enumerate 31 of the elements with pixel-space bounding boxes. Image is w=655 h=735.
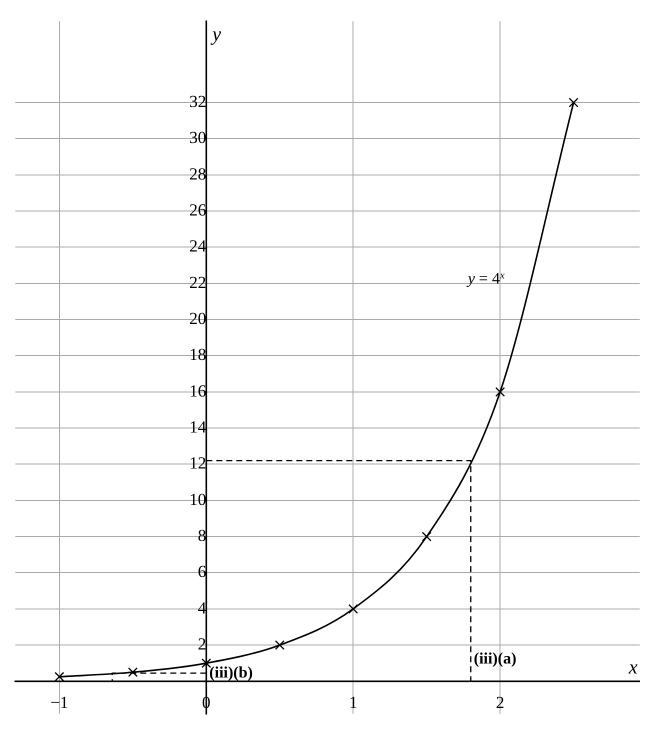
y-tick-label: 26 <box>189 200 206 220</box>
y-tick-label: 24 <box>189 236 207 256</box>
point <box>54 672 64 682</box>
y-tick-label: 16 <box>189 381 206 400</box>
y-tick-label: 28 <box>189 164 206 184</box>
x-tick-label: −1 <box>50 692 68 712</box>
y-tick-label: 30 <box>189 128 206 148</box>
point <box>128 667 138 678</box>
y-tick-label: 12 <box>189 454 206 473</box>
y-tick-label: 32 <box>189 92 206 112</box>
annotation: (iii)(a) <box>474 650 516 668</box>
y-tick-label: 22 <box>189 272 206 292</box>
y-tick-label: 20 <box>189 309 206 328</box>
point <box>422 532 432 542</box>
point <box>201 658 212 668</box>
y-axis-title: y <box>210 23 222 46</box>
x-tick-label: 1 <box>348 692 358 712</box>
x-tick-label: 2 <box>496 692 504 712</box>
point <box>568 98 578 108</box>
y-tick-label: 6 <box>198 562 206 582</box>
y-tick-label: 8 <box>198 526 206 546</box>
x-axis-title: x <box>628 656 638 678</box>
y-tick-label: 2 <box>198 634 206 654</box>
point <box>348 604 358 614</box>
y-tick-label: 14 <box>189 418 207 437</box>
point <box>495 387 506 397</box>
annotation: (iii)(b) <box>209 664 253 682</box>
y-tick-label: 18 <box>189 345 206 364</box>
y-tick-label: 4 <box>198 598 207 618</box>
y-tick-label: 10 <box>189 490 206 509</box>
point <box>274 640 285 650</box>
